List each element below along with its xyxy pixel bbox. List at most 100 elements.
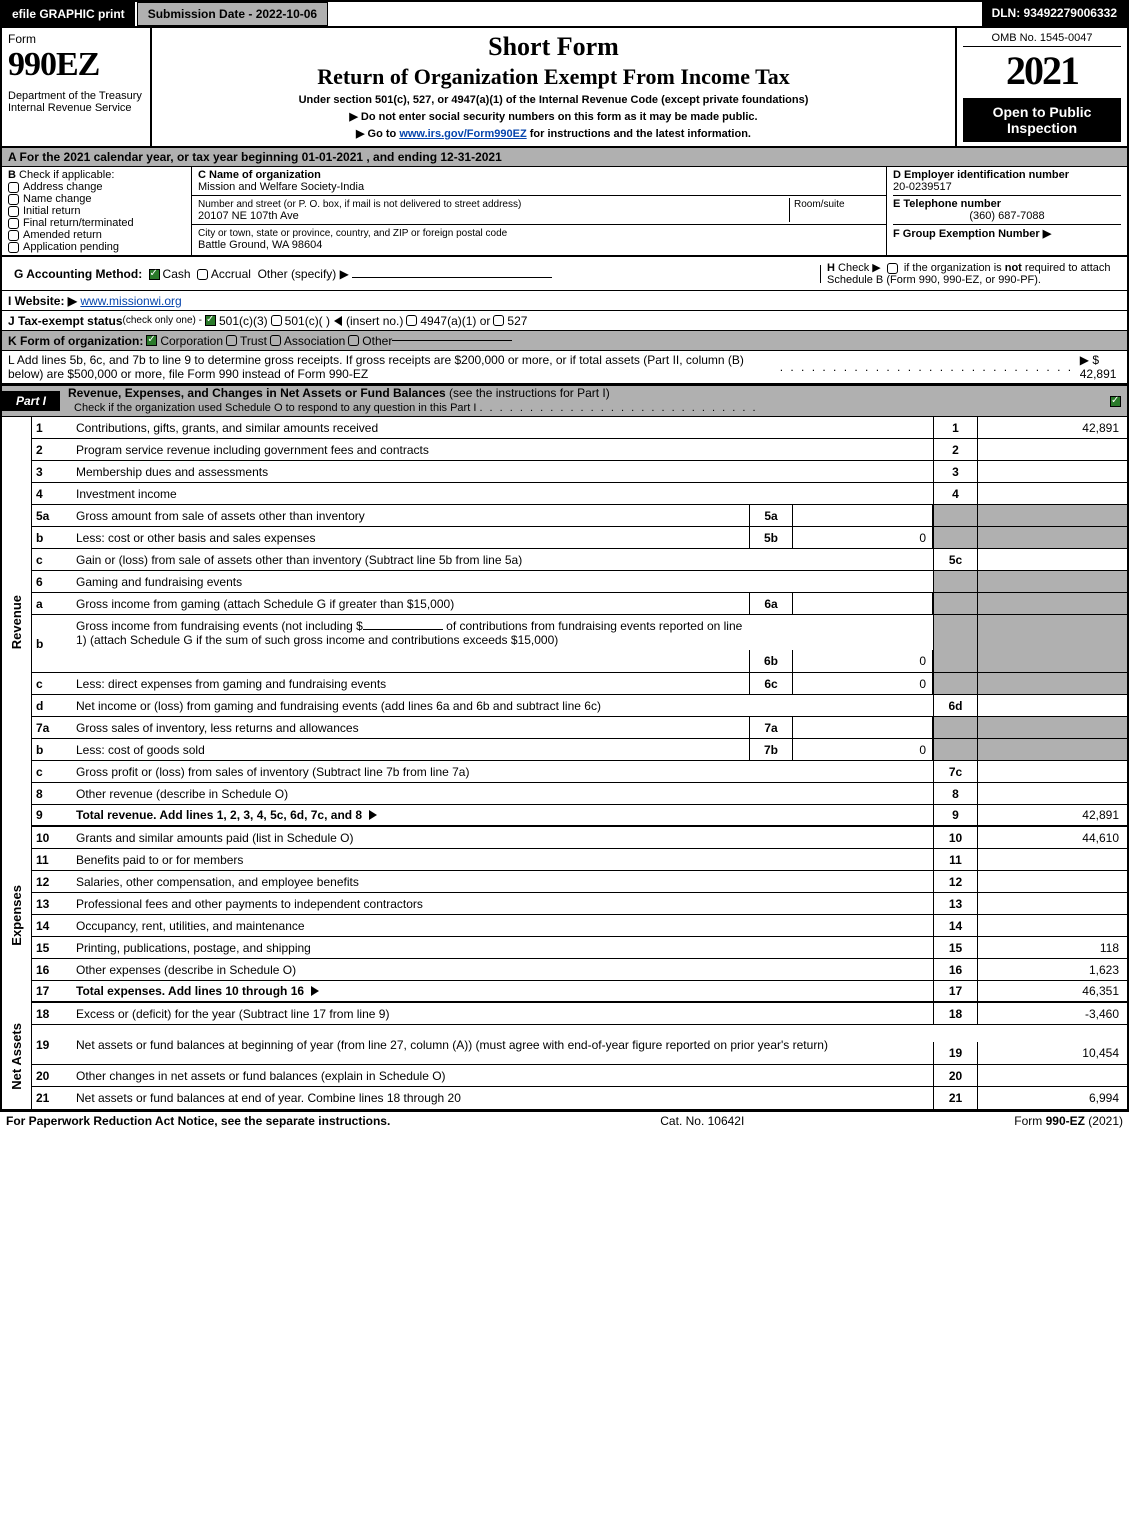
line-10-desc: Grants and similar amounts paid (list in… (76, 831, 353, 845)
opt-trust: Trust (240, 334, 267, 348)
line-5c-ref: 5c (933, 549, 977, 570)
line-6d-num: d (32, 695, 72, 716)
line-7b-mcol: 7b (749, 739, 793, 760)
checkbox-4947[interactable] (406, 315, 417, 326)
ein-label: D Employer identification number (893, 169, 1069, 181)
checkbox-address-change[interactable] (8, 182, 19, 193)
shade (977, 505, 1127, 526)
efile-print-button[interactable]: efile GRAPHIC print (2, 2, 137, 26)
line-1-val: 42,891 (977, 417, 1127, 438)
checkbox-amended-return[interactable] (8, 230, 19, 241)
shade (933, 505, 977, 526)
line-6a-desc: Gross income from gaming (attach Schedul… (76, 597, 454, 611)
line-9-num: 9 (32, 805, 72, 825)
opt-application-pending: Application pending (23, 241, 119, 253)
arrow-left-icon (334, 316, 342, 326)
line-11-desc: Benefits paid to or for members (76, 853, 243, 867)
checkbox-h[interactable] (887, 263, 898, 274)
line-8-num: 8 (32, 783, 72, 804)
section-a: A For the 2021 calendar year, or tax yea… (0, 148, 1129, 166)
checkbox-501c3[interactable] (205, 315, 216, 326)
g-label: G Accounting Method: (14, 267, 142, 281)
checkbox-527[interactable] (493, 315, 504, 326)
opt-final-return: Final return/terminated (23, 217, 134, 229)
line-17-val: 46,351 (977, 981, 1127, 1001)
city-value: Battle Ground, WA 98604 (198, 239, 322, 251)
checkbox-schedule-o[interactable] (1110, 396, 1121, 407)
part-1-table: Revenue 1Contributions, gifts, grants, a… (0, 417, 1129, 1111)
part-1-tab: Part I (2, 391, 60, 411)
line-17-ref: 17 (933, 981, 977, 1001)
line-21-ref: 21 (933, 1087, 977, 1109)
opt-amended-return: Amended return (23, 229, 102, 241)
checkbox-cash[interactable] (149, 269, 160, 280)
j-label: J Tax-exempt status (8, 314, 123, 328)
line-4-num: 4 (32, 483, 72, 504)
tel-label: E Telephone number (893, 198, 1001, 210)
checkbox-application-pending[interactable] (8, 242, 19, 253)
line-15-desc: Printing, publications, postage, and shi… (76, 941, 311, 955)
line-5c-val (977, 549, 1127, 570)
line-19-ref: 19 (933, 1042, 977, 1064)
opt-association: Association (284, 334, 345, 348)
subtitle-3: ▶ Go to www.irs.gov/Form990EZ for instru… (162, 127, 945, 140)
goto-prefix: ▶ Go to (356, 128, 399, 140)
arrow-icon (311, 986, 319, 996)
line-19-val: 10,454 (977, 1042, 1127, 1064)
line-15-val: 118 (977, 937, 1127, 958)
open-to-public-badge: Open to Public Inspection (963, 98, 1121, 142)
part-1-header: Part I Revenue, Expenses, and Changes in… (0, 385, 1129, 417)
section-g-to-l: G Accounting Method: Cash Accrual Other … (0, 257, 1129, 385)
checkbox-corporation[interactable] (146, 335, 157, 346)
line-7a-mval (793, 717, 933, 738)
checkbox-name-change[interactable] (8, 194, 19, 205)
checkbox-501c[interactable] (271, 315, 282, 326)
line-16-num: 16 (32, 959, 72, 980)
website-link[interactable]: www.missionwi.org (80, 294, 181, 308)
line-8-ref: 8 (933, 783, 977, 804)
subtitle-2: ▶ Do not enter social security numbers o… (162, 110, 945, 123)
part-1-sub: Check if the organization used Schedule … (74, 402, 476, 414)
irs-link[interactable]: www.irs.gov/Form990EZ (399, 128, 526, 140)
goto-suffix: for instructions and the latest informat… (530, 128, 751, 140)
checkbox-final-return[interactable] (8, 218, 19, 229)
line-21-val: 6,994 (977, 1087, 1127, 1109)
line-6-num: 6 (32, 571, 72, 592)
line-14-ref: 14 (933, 915, 977, 936)
line-5b-num: b (32, 527, 72, 548)
line-6a-mcol: 6a (749, 593, 793, 614)
line-20-num: 20 (32, 1065, 72, 1086)
checkbox-other-org[interactable] (348, 335, 359, 346)
line-14-desc: Occupancy, rent, utilities, and maintena… (76, 919, 305, 933)
shade (933, 717, 977, 738)
checkbox-accrual[interactable] (197, 269, 208, 280)
revenue-side-label: Revenue (2, 417, 32, 827)
line-1-desc: Contributions, gifts, grants, and simila… (76, 421, 378, 435)
line-5a-mval (793, 505, 933, 526)
shade (933, 615, 977, 672)
dln-label: DLN: 93492279006332 (982, 2, 1127, 26)
line-12-desc: Salaries, other compensation, and employ… (76, 875, 359, 889)
tax-year: 2021 (963, 47, 1121, 94)
line-7a-num: 7a (32, 717, 72, 738)
line-11-num: 11 (32, 849, 72, 870)
short-form-title: Short Form (162, 32, 945, 62)
opt-accrual: Accrual (211, 267, 251, 281)
checkbox-initial-return[interactable] (8, 206, 19, 217)
line-18-ref: 18 (933, 1003, 977, 1024)
checkbox-association[interactable] (270, 335, 281, 346)
line-3-ref: 3 (933, 461, 977, 482)
line-5c-num: c (32, 549, 72, 570)
footer-year: (2021) (1085, 1114, 1123, 1128)
shade (933, 527, 977, 548)
i-label: I Website: ▶ (8, 294, 77, 308)
checkbox-trust[interactable] (226, 335, 237, 346)
footer-form-prefix: Form (1014, 1114, 1045, 1128)
opt-name-change: Name change (23, 193, 92, 205)
opt-4947: 4947(a)(1) or (420, 314, 490, 328)
line-16-desc: Other expenses (describe in Schedule O) (76, 963, 296, 977)
line-6a-num: a (32, 593, 72, 614)
line-16-ref: 16 (933, 959, 977, 980)
opt-corporation: Corporation (160, 334, 223, 348)
line-17-desc: Total expenses. Add lines 10 through 16 (76, 984, 304, 998)
